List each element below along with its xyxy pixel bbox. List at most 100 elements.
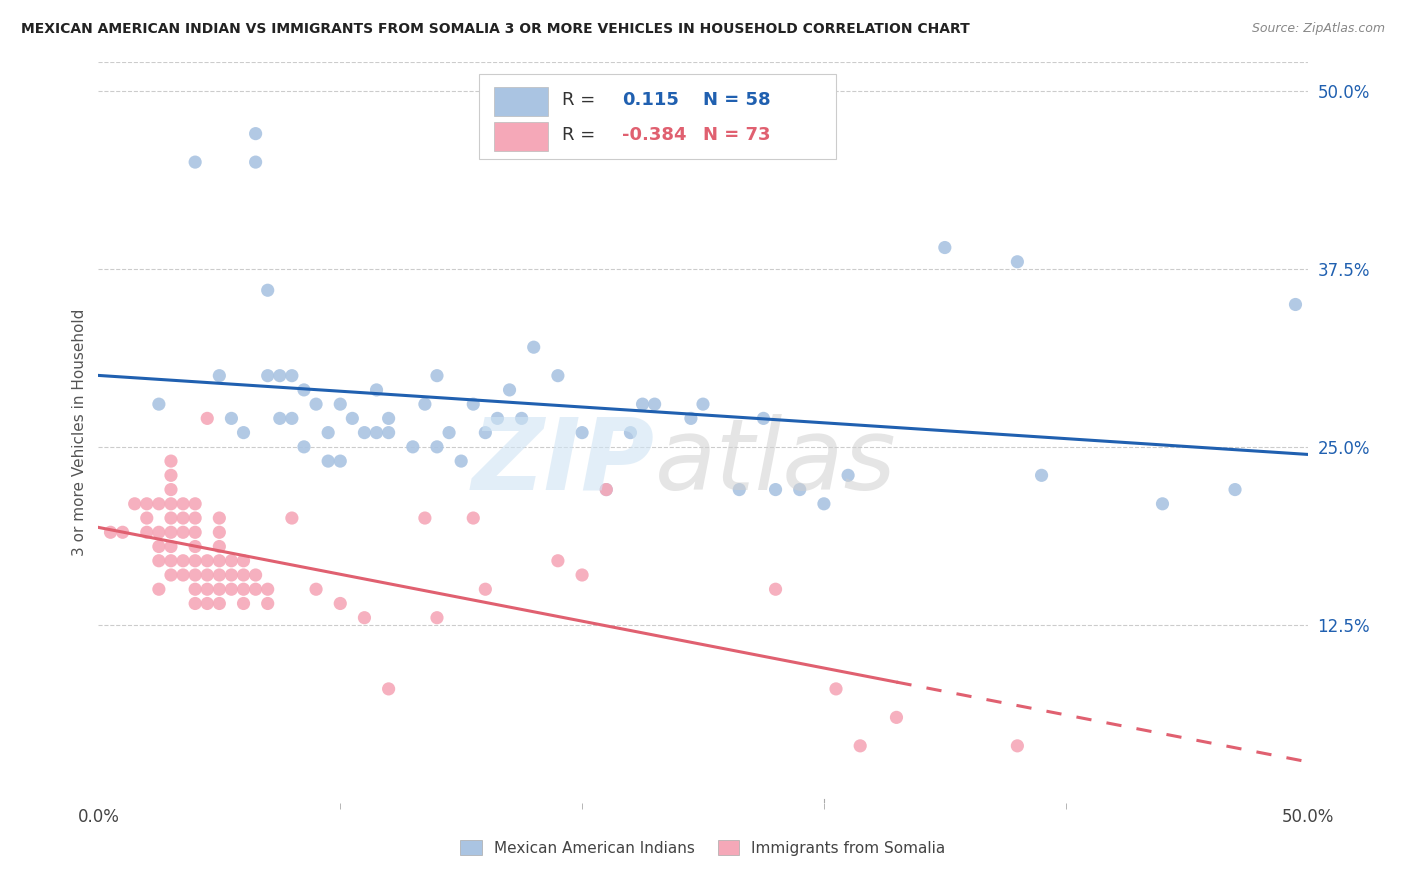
Point (426, 610, 449, 624)
Point (184, 540, 207, 554)
Point (184, 155, 207, 169)
FancyBboxPatch shape (479, 73, 837, 159)
Point (148, 497, 170, 511)
Point (765, 582, 787, 597)
Point (765, 483, 787, 497)
Point (292, 383, 315, 397)
Point (463, 511, 485, 525)
Point (619, 425, 641, 440)
Text: -0.384: -0.384 (621, 126, 686, 144)
Point (208, 511, 231, 525)
Point (426, 440, 449, 454)
Point (195, 554, 218, 568)
Point (256, 597, 278, 611)
Point (523, 340, 546, 354)
Point (366, 425, 388, 440)
Text: 0.115: 0.115 (621, 91, 679, 109)
Point (934, 240, 956, 255)
Point (184, 582, 207, 597)
Point (377, 681, 399, 696)
FancyBboxPatch shape (494, 121, 548, 152)
Point (281, 511, 304, 525)
Point (789, 483, 811, 497)
Point (728, 483, 751, 497)
Text: MEXICAN AMERICAN INDIAN VS IMMIGRANTS FROM SOMALIA 3 OR MORE VEHICLES IN HOUSEHO: MEXICAN AMERICAN INDIAN VS IMMIGRANTS FR… (21, 22, 970, 37)
Point (160, 540, 183, 554)
Point (148, 540, 170, 554)
Point (437, 425, 460, 440)
Point (195, 582, 218, 597)
Point (160, 483, 183, 497)
Point (353, 425, 375, 440)
Point (221, 554, 243, 568)
Text: atlas: atlas (655, 414, 896, 511)
Point (1223, 483, 1246, 497)
Point (184, 511, 207, 525)
Point (208, 525, 231, 540)
Point (571, 568, 593, 582)
Point (100, 525, 122, 540)
Point (450, 454, 472, 468)
Point (184, 597, 207, 611)
Point (245, 155, 267, 169)
Point (486, 411, 509, 425)
Point (342, 411, 364, 425)
Point (269, 368, 291, 383)
Point (571, 425, 593, 440)
Point (232, 568, 254, 582)
Point (402, 440, 425, 454)
Y-axis label: 3 or more Vehicles in Household: 3 or more Vehicles in Household (72, 309, 87, 557)
Legend: Mexican American Indians, Immigrants from Somalia: Mexican American Indians, Immigrants fro… (454, 834, 952, 862)
Text: Source: ZipAtlas.com: Source: ZipAtlas.com (1251, 22, 1385, 36)
Point (232, 597, 254, 611)
Point (172, 568, 194, 582)
Point (292, 440, 315, 454)
Point (160, 468, 183, 483)
Point (208, 568, 231, 582)
Point (377, 411, 399, 425)
Point (679, 411, 702, 425)
Point (692, 397, 714, 411)
Point (160, 568, 183, 582)
Point (208, 554, 231, 568)
Point (232, 582, 254, 597)
Point (377, 425, 399, 440)
Point (245, 582, 267, 597)
Point (184, 568, 207, 582)
Point (208, 368, 231, 383)
Point (148, 554, 170, 568)
Point (825, 681, 848, 696)
Point (752, 411, 775, 425)
Point (1007, 739, 1029, 753)
Point (329, 597, 352, 611)
Point (813, 497, 835, 511)
Point (245, 568, 267, 582)
Point (1007, 254, 1029, 268)
Point (148, 582, 170, 597)
Point (1152, 497, 1174, 511)
Point (281, 368, 304, 383)
Point (160, 497, 183, 511)
Point (413, 397, 436, 411)
Point (184, 497, 207, 511)
Point (886, 710, 908, 724)
Point (305, 397, 328, 411)
Point (1284, 297, 1306, 311)
Text: N = 58: N = 58 (703, 91, 770, 109)
Point (135, 511, 157, 525)
Point (160, 554, 183, 568)
Point (148, 397, 170, 411)
Point (353, 610, 375, 624)
Text: R =: R = (561, 91, 600, 109)
Point (837, 468, 859, 483)
Point (184, 525, 207, 540)
Point (232, 554, 254, 568)
Point (849, 739, 872, 753)
Point (135, 497, 157, 511)
Point (316, 454, 339, 468)
Point (644, 397, 666, 411)
Point (111, 525, 134, 540)
Point (1031, 468, 1053, 483)
Point (595, 483, 617, 497)
Point (426, 368, 449, 383)
